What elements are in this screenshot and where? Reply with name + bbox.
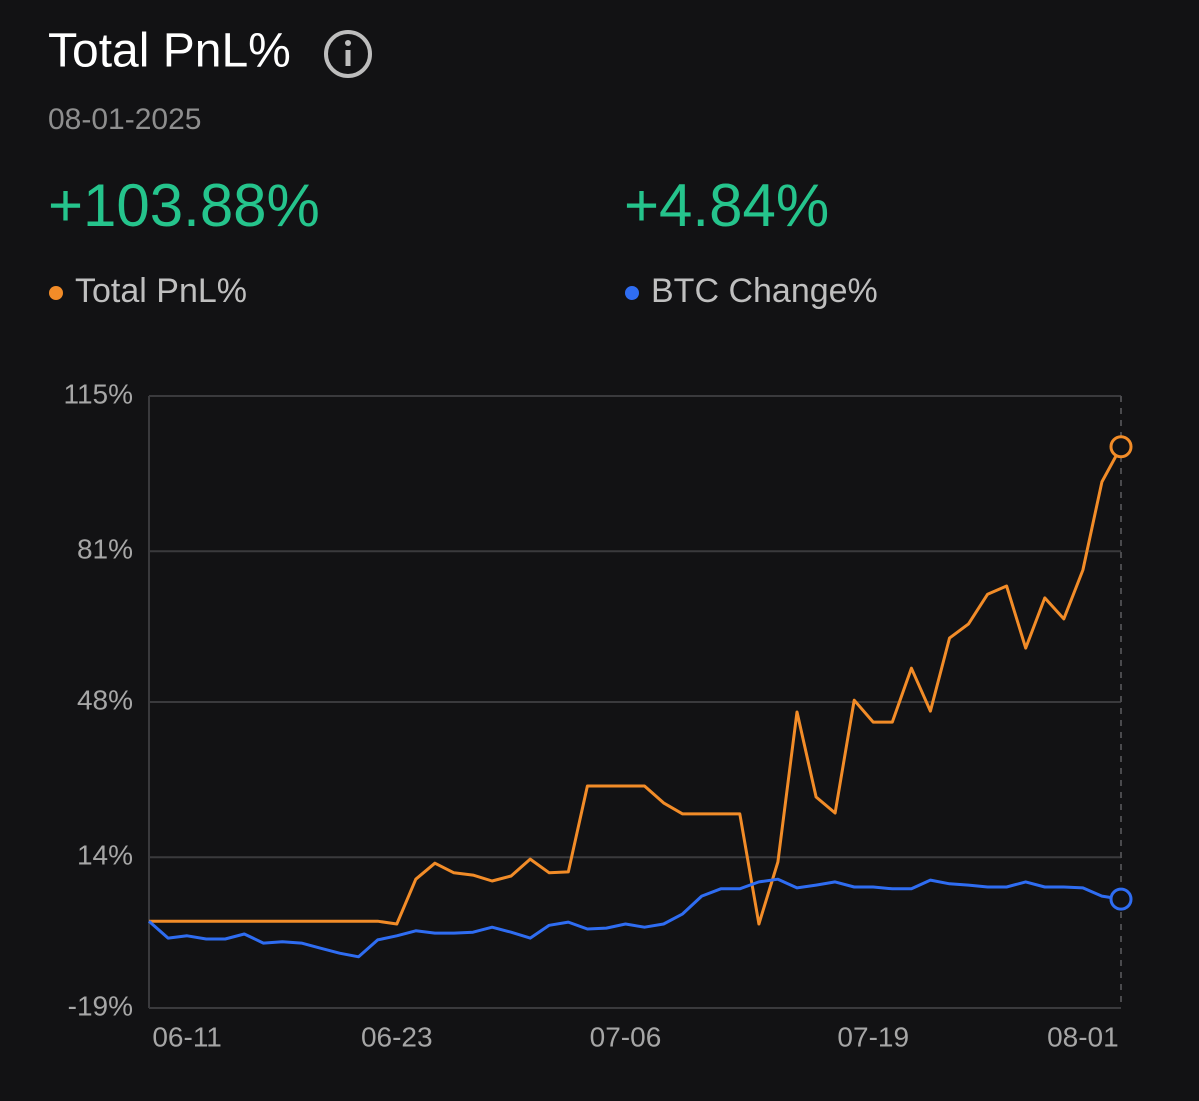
y-tick-label: 81% <box>77 534 133 565</box>
legend-label: BTC Change% <box>651 272 878 310</box>
y-tick-label: 48% <box>77 684 133 715</box>
series-line <box>148 877 1122 959</box>
info-bar <box>345 50 351 66</box>
info-circle <box>324 30 372 78</box>
x-tick-label: 07-06 <box>590 1021 662 1052</box>
legend-dot <box>625 286 639 300</box>
info-icon[interactable] <box>324 30 372 78</box>
date: 08-01-2025 <box>48 103 201 136</box>
legend-dot <box>49 286 63 300</box>
x-tick-label: 08-01 <box>1047 1021 1119 1052</box>
x-tick-label: 07-19 <box>837 1021 909 1052</box>
y-tick-label: 14% <box>77 840 133 871</box>
info-dot <box>345 40 351 46</box>
legend-label: Total PnL% <box>75 272 247 310</box>
y-tick-label: -19% <box>68 990 133 1021</box>
stat-value: +103.88% <box>48 172 320 239</box>
x-tick-label: 06-11 <box>152 1021 222 1052</box>
series-line <box>149 446 1123 926</box>
title: Total PnL% <box>48 25 291 78</box>
end-marker <box>1109 887 1133 911</box>
y-tick-label: 115% <box>63 378 133 409</box>
end-marker <box>1109 435 1133 459</box>
x-tick-label: 06-23 <box>361 1021 433 1052</box>
stat-value: +4.84% <box>624 172 829 239</box>
